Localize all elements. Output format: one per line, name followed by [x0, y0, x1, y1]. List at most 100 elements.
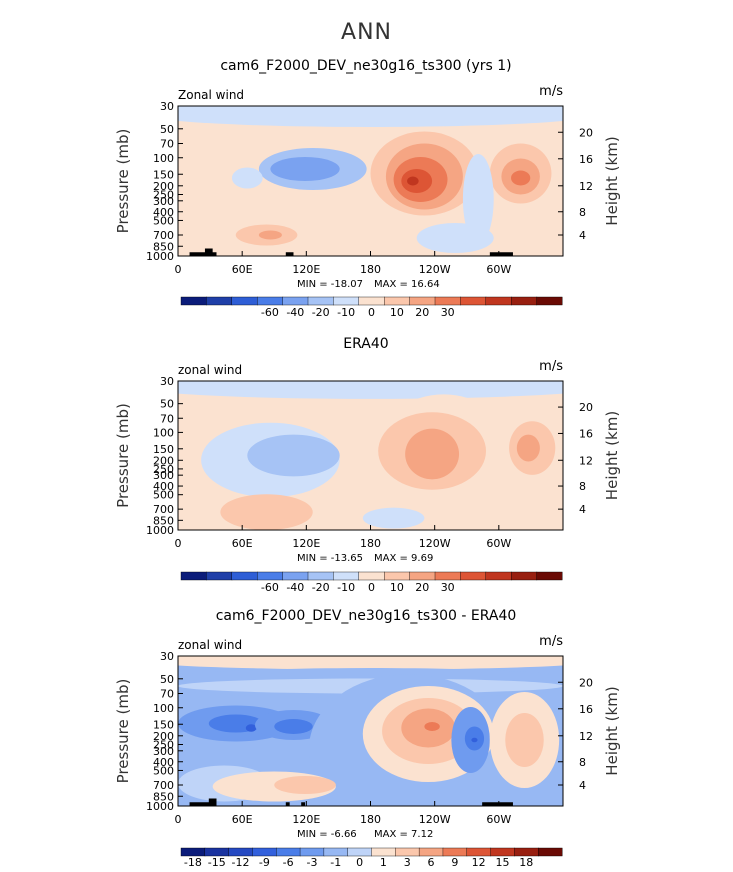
y-tick-label: 150	[153, 718, 174, 731]
figure-title: ANN	[341, 20, 392, 45]
y-tick-label: 30	[160, 375, 174, 388]
min-label: MIN = -18.07	[297, 279, 363, 290]
y-axis-title: Pressure (mb)	[114, 403, 132, 508]
colorbar-label: 0	[356, 856, 363, 869]
y-right-tick-label: 12	[579, 730, 593, 743]
colorbar-label: -40	[286, 581, 304, 594]
x-tick-label: 60W	[486, 813, 511, 826]
y-tick-label: 150	[153, 168, 174, 181]
y-tick-label: 1000	[146, 800, 174, 813]
y-tick-label: 500	[153, 214, 174, 227]
colorbar-swatch	[231, 296, 258, 306]
y-tick-label: 30	[160, 650, 174, 663]
y-tick-label: 850	[153, 790, 174, 803]
colorbar-swatch	[276, 847, 301, 857]
colorbar-swatch	[282, 296, 309, 306]
y-tick-label: 70	[160, 138, 174, 151]
colorbar-label: 3	[404, 856, 411, 869]
colorbar-label: -3	[306, 856, 317, 869]
y-right-tick-label: 16	[579, 427, 593, 440]
contour-region	[231, 167, 263, 189]
colorbar-swatch	[460, 296, 487, 306]
colorbar-swatch	[409, 571, 436, 581]
max-label: MAX = 9.69	[374, 553, 433, 564]
max-label: MAX = 16.64	[374, 279, 440, 290]
colorbar-swatch	[514, 847, 539, 857]
y-tick-label: 400	[153, 756, 174, 769]
colorbar-swatch	[333, 571, 360, 581]
contour-region	[362, 507, 425, 529]
contour-region	[247, 434, 340, 477]
colorbar-swatch	[384, 571, 411, 581]
y-right-tick-label: 8	[579, 756, 586, 769]
y-right-tick-label: 20	[579, 676, 593, 689]
y-tick-label: 300	[153, 195, 174, 208]
y-tick-label: 150	[153, 443, 174, 456]
contour-region	[274, 719, 313, 734]
x-tick-label: 60E	[232, 263, 253, 276]
x-tick-label: 120W	[419, 537, 451, 550]
contour-region	[220, 494, 313, 530]
units-label: m/s	[539, 84, 563, 99]
y-right-axis-title: Height (km)	[603, 136, 621, 225]
contour-region	[270, 157, 340, 181]
contour-region	[245, 724, 257, 732]
y-tick-label: 400	[153, 206, 174, 219]
colorbar-swatch	[180, 296, 207, 306]
colorbar-label: 18	[519, 856, 533, 869]
x-tick-label: 0	[175, 813, 182, 826]
x-tick-label: 180	[360, 263, 381, 276]
colorbar-swatch	[323, 847, 349, 857]
colorbar-swatch	[537, 847, 563, 857]
y-tick-label: 30	[160, 100, 174, 113]
x-tick-label: 180	[360, 537, 381, 550]
min-label: MIN = -6.66	[297, 829, 357, 840]
y-tick-label: 200	[153, 730, 174, 743]
colorbar-label: -15	[208, 856, 226, 869]
colorbar-label: 15	[495, 856, 509, 869]
colorbar-label: -60	[261, 581, 279, 594]
y-tick-label: 700	[153, 779, 174, 792]
colorbar-swatch	[180, 847, 206, 857]
contour-region	[416, 223, 494, 253]
colorbar-swatch	[460, 571, 487, 581]
y-tick-label: 500	[153, 764, 174, 777]
x-tick-label: 60E	[232, 813, 253, 826]
x-tick-label: 120E	[292, 263, 320, 276]
colorbar-label: -9	[259, 856, 270, 869]
y-right-tick-label: 12	[579, 180, 593, 193]
colorbar-label: -12	[232, 856, 250, 869]
y-axis-title: Pressure (mb)	[114, 129, 132, 234]
terrain-mask	[489, 252, 513, 256]
contour-region	[505, 713, 544, 767]
x-tick-label: 0	[175, 537, 182, 550]
x-tick-label: 120W	[419, 263, 451, 276]
colorbar-swatch	[536, 296, 563, 306]
panel-title: cam6_F2000_DEV_ne30g16_ts300 - ERA40	[216, 608, 517, 624]
contour-region	[258, 230, 282, 240]
max-label: MAX = 7.12	[374, 829, 433, 840]
colorbar-label: 30	[441, 306, 455, 319]
colorbar-swatch	[434, 296, 461, 306]
y-tick-label: 200	[153, 180, 174, 193]
y-tick-label: 1000	[146, 250, 174, 263]
colorbar-swatch	[536, 571, 563, 581]
x-tick-label: 120W	[419, 813, 451, 826]
colorbar-swatch	[282, 571, 309, 581]
terrain-mask	[189, 802, 217, 806]
y-tick-label: 100	[153, 702, 174, 715]
colorbar-label: -1	[330, 856, 341, 869]
colorbar-label: -6	[283, 856, 294, 869]
terrain-mask	[285, 252, 294, 256]
colorbar-swatch	[307, 296, 334, 306]
y-tick-label: 1000	[146, 524, 174, 537]
colorbar-swatch	[180, 571, 207, 581]
colorbar-swatch	[442, 847, 468, 857]
colorbar-label: -18	[184, 856, 202, 869]
x-tick-label: 60E	[232, 537, 253, 550]
y-tick-label: 250	[153, 189, 174, 202]
colorbar-swatch	[485, 296, 512, 306]
y-tick-label: 100	[153, 426, 174, 439]
y-tick-label: 300	[153, 745, 174, 758]
